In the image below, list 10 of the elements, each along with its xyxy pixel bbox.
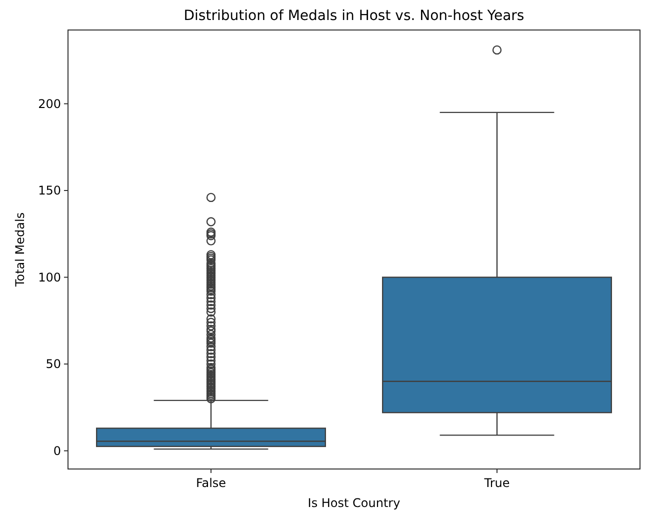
chart-title: Distribution of Medals in Host vs. Non-host Years [184, 8, 524, 24]
x-axis-title: Is Host Country [308, 496, 400, 510]
y-tick-label: 100 [38, 270, 61, 284]
y-tick-label: 150 [38, 184, 61, 198]
x-tick-label: True [483, 476, 510, 490]
x-tick-label: False [196, 476, 226, 490]
y-tick-label: 0 [53, 444, 61, 458]
y-tick-label: 200 [38, 96, 61, 111]
y-tick-label: 50 [46, 357, 61, 372]
y-axis-title: Total Medals [13, 212, 27, 288]
